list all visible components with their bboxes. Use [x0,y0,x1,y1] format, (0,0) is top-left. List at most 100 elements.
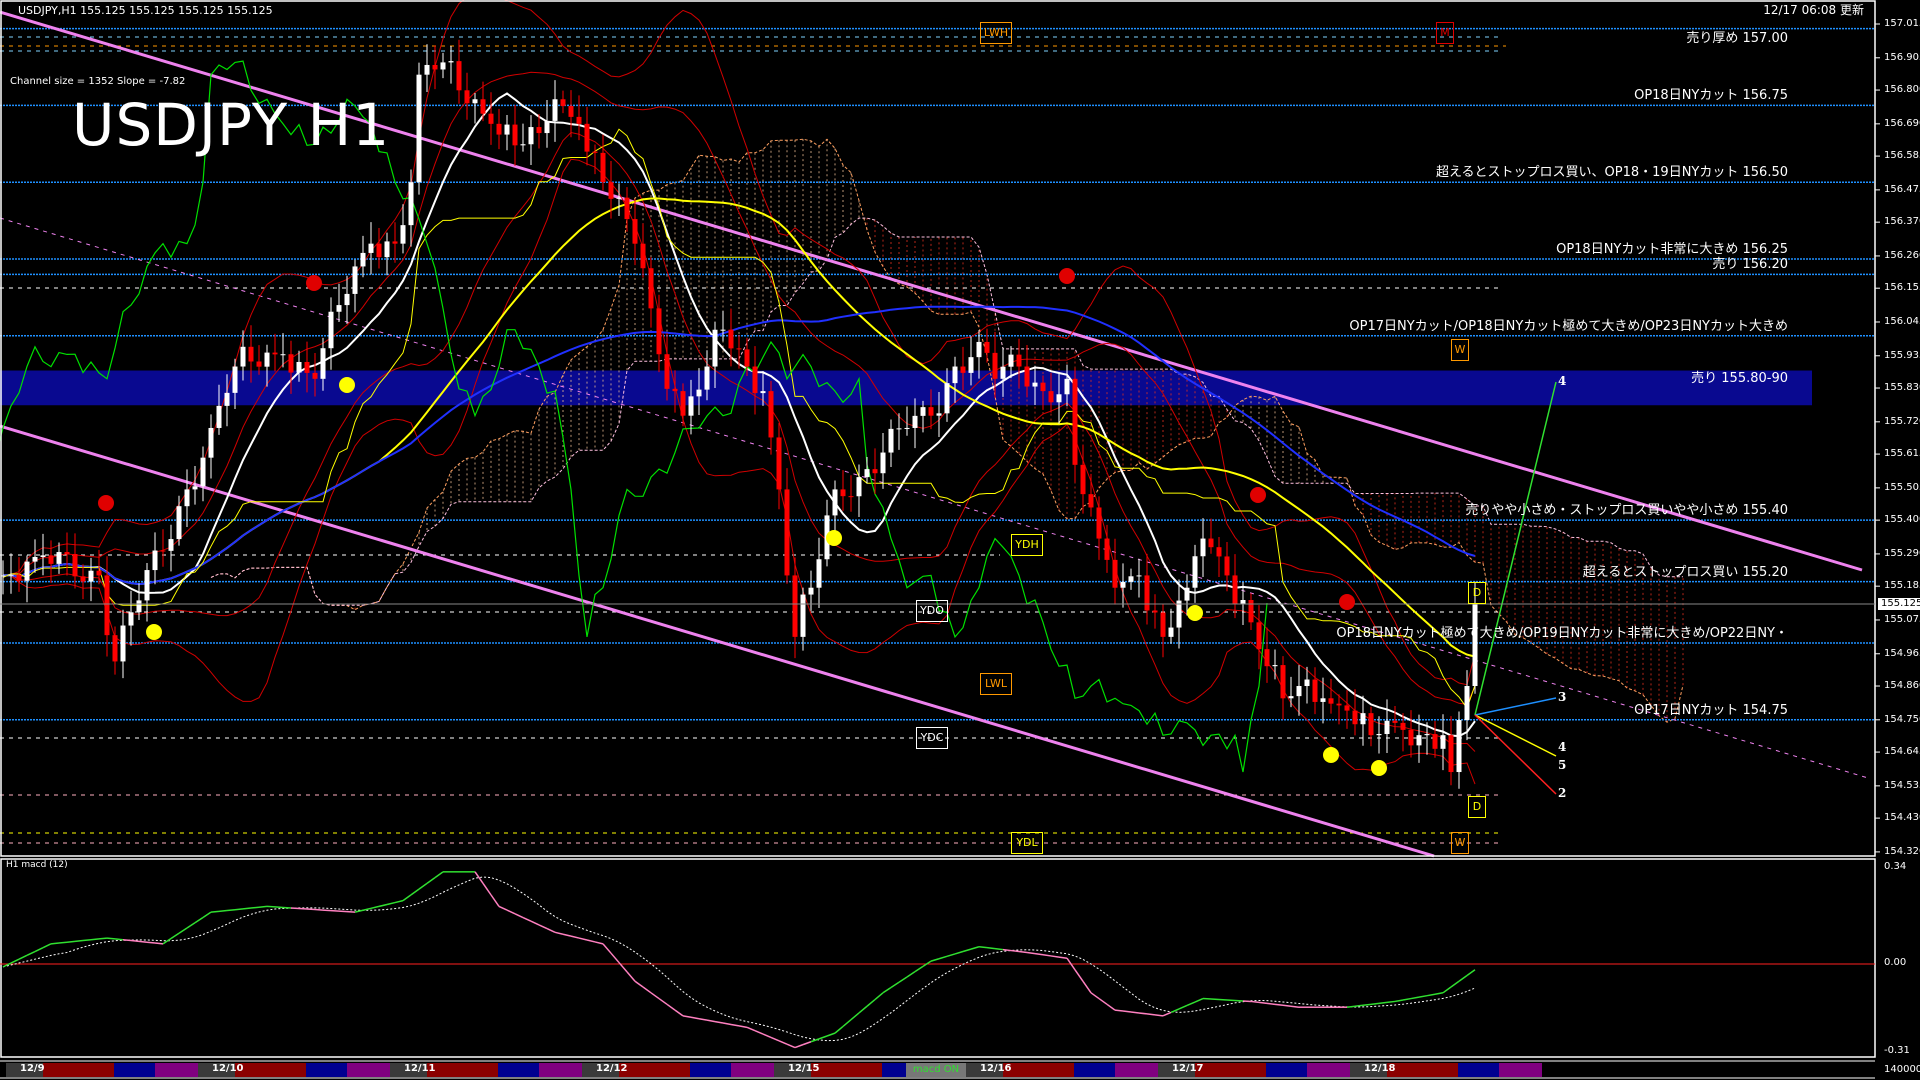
macd-line-segment [314,908,324,911]
candle-body [1288,696,1294,699]
macd-line-segment [802,1041,812,1046]
candle-body [168,539,174,551]
trend-line-upper[interactable] [0,10,1863,572]
candle-body [144,570,150,601]
macd-line-segment [842,1019,852,1027]
level-lines [0,27,1875,721]
macd-line-segment [1418,994,1428,998]
signal-marker-sell [1339,594,1355,610]
candle-body [936,413,942,416]
candle-body [688,396,694,416]
candle-body [952,366,958,384]
macd-line-segment [1034,952,1044,956]
time-axis-segment [1499,1063,1542,1077]
candle-body [152,550,158,571]
signal-marker-buy [146,624,162,640]
macd-line-segment [410,888,420,896]
macd-line-segment [978,945,988,949]
macd-line-segment [970,946,980,950]
candle-body [1072,378,1078,465]
projection-lines [1474,381,1557,795]
macd-line-segment [90,938,100,941]
macd-line-segment [258,905,268,908]
macd-line-segment [210,910,220,913]
macd-line-segment [354,909,364,913]
candle-body [40,555,46,557]
sell-zone-rect [0,370,1812,406]
macd-line-segment [10,958,20,964]
macd-toggle-button[interactable]: macd ON [906,1063,966,1077]
candle-body [376,243,382,258]
macd-line-segment [570,935,580,939]
candle-body [768,391,774,438]
macd-line-segment [1146,1013,1156,1016]
candle-body [1216,547,1222,557]
macd-line-segment [650,992,660,1000]
macd-line-segment [394,899,404,904]
sell-zone-band [0,370,1812,406]
projection-line-4 [1474,381,1557,716]
candle-body [88,570,94,582]
macd-line-segment [698,1017,708,1021]
candle-body [584,123,590,152]
candle-body [1456,720,1462,773]
macd-line-segment [402,894,412,902]
candle-body [672,388,678,392]
signal-marker-sell [1059,268,1075,284]
time-axis-segment [306,1063,347,1077]
macd-line-segment [1354,1004,1364,1007]
projection-line-5 [1474,714,1557,757]
candle-body [472,99,478,104]
candle-body [24,561,30,581]
macd-line-segment [562,933,572,937]
candle-body [1296,686,1302,697]
macd-line-segment [690,1016,700,1020]
candle-body [224,392,230,406]
candle-body [1168,627,1174,637]
macd-line-segment [1002,948,1012,952]
level-label: 売りやや小さめ・ストップロス買いやや小さめ 155.40 [1465,503,1788,519]
candle-body [1240,600,1246,604]
macd-line-segment [1386,1000,1396,1004]
chikou-span [0,60,1268,773]
candle-body [112,635,118,662]
macd-line-segment [522,916,532,922]
candle-body [1336,703,1342,706]
price-tick-label: 155.290 [1884,547,1920,559]
candle-body [184,489,190,507]
candle-body [1400,722,1406,730]
date-label: 12/10 [212,1063,244,1074]
macd-line-segment [282,906,292,909]
candle-body [320,348,326,379]
candle-body [880,452,886,474]
price-tick-label: 156.260 [1884,249,1920,261]
candle-body [832,489,838,516]
price-tick-label: 155.720 [1884,415,1920,427]
time-axis-segment [1158,1063,1195,1077]
symbol-info: USDJPY,H1 155.125 155.125 155.125 155.12… [18,4,273,17]
candle-body [1328,698,1334,704]
macd-line-segment [882,986,892,994]
candle-body [576,116,582,124]
macd-line-segment [994,947,1004,951]
marker-lwh: LWH [980,22,1012,44]
macd-line-segment [242,907,252,910]
macd-line-segment [1058,956,1068,959]
candle-body [664,354,670,389]
time-axis-segment [427,1063,498,1077]
marker-w-lower: W [1451,832,1469,854]
candle-body [1424,734,1430,736]
signal-markers [98,268,1387,776]
candle-body [56,552,62,564]
candle-body [416,74,422,183]
candle-body [904,427,910,429]
trend-line-lower[interactable] [0,424,1435,858]
macd-line-segment [1378,1001,1388,1005]
macd-line-segment [1042,954,1052,957]
projection-label-4b: 4 [1558,740,1567,754]
candle-body [528,127,534,145]
trend-line-middle[interactable] [0,217,1869,779]
projection-line-3 [1474,697,1557,716]
candle-body [984,341,990,353]
